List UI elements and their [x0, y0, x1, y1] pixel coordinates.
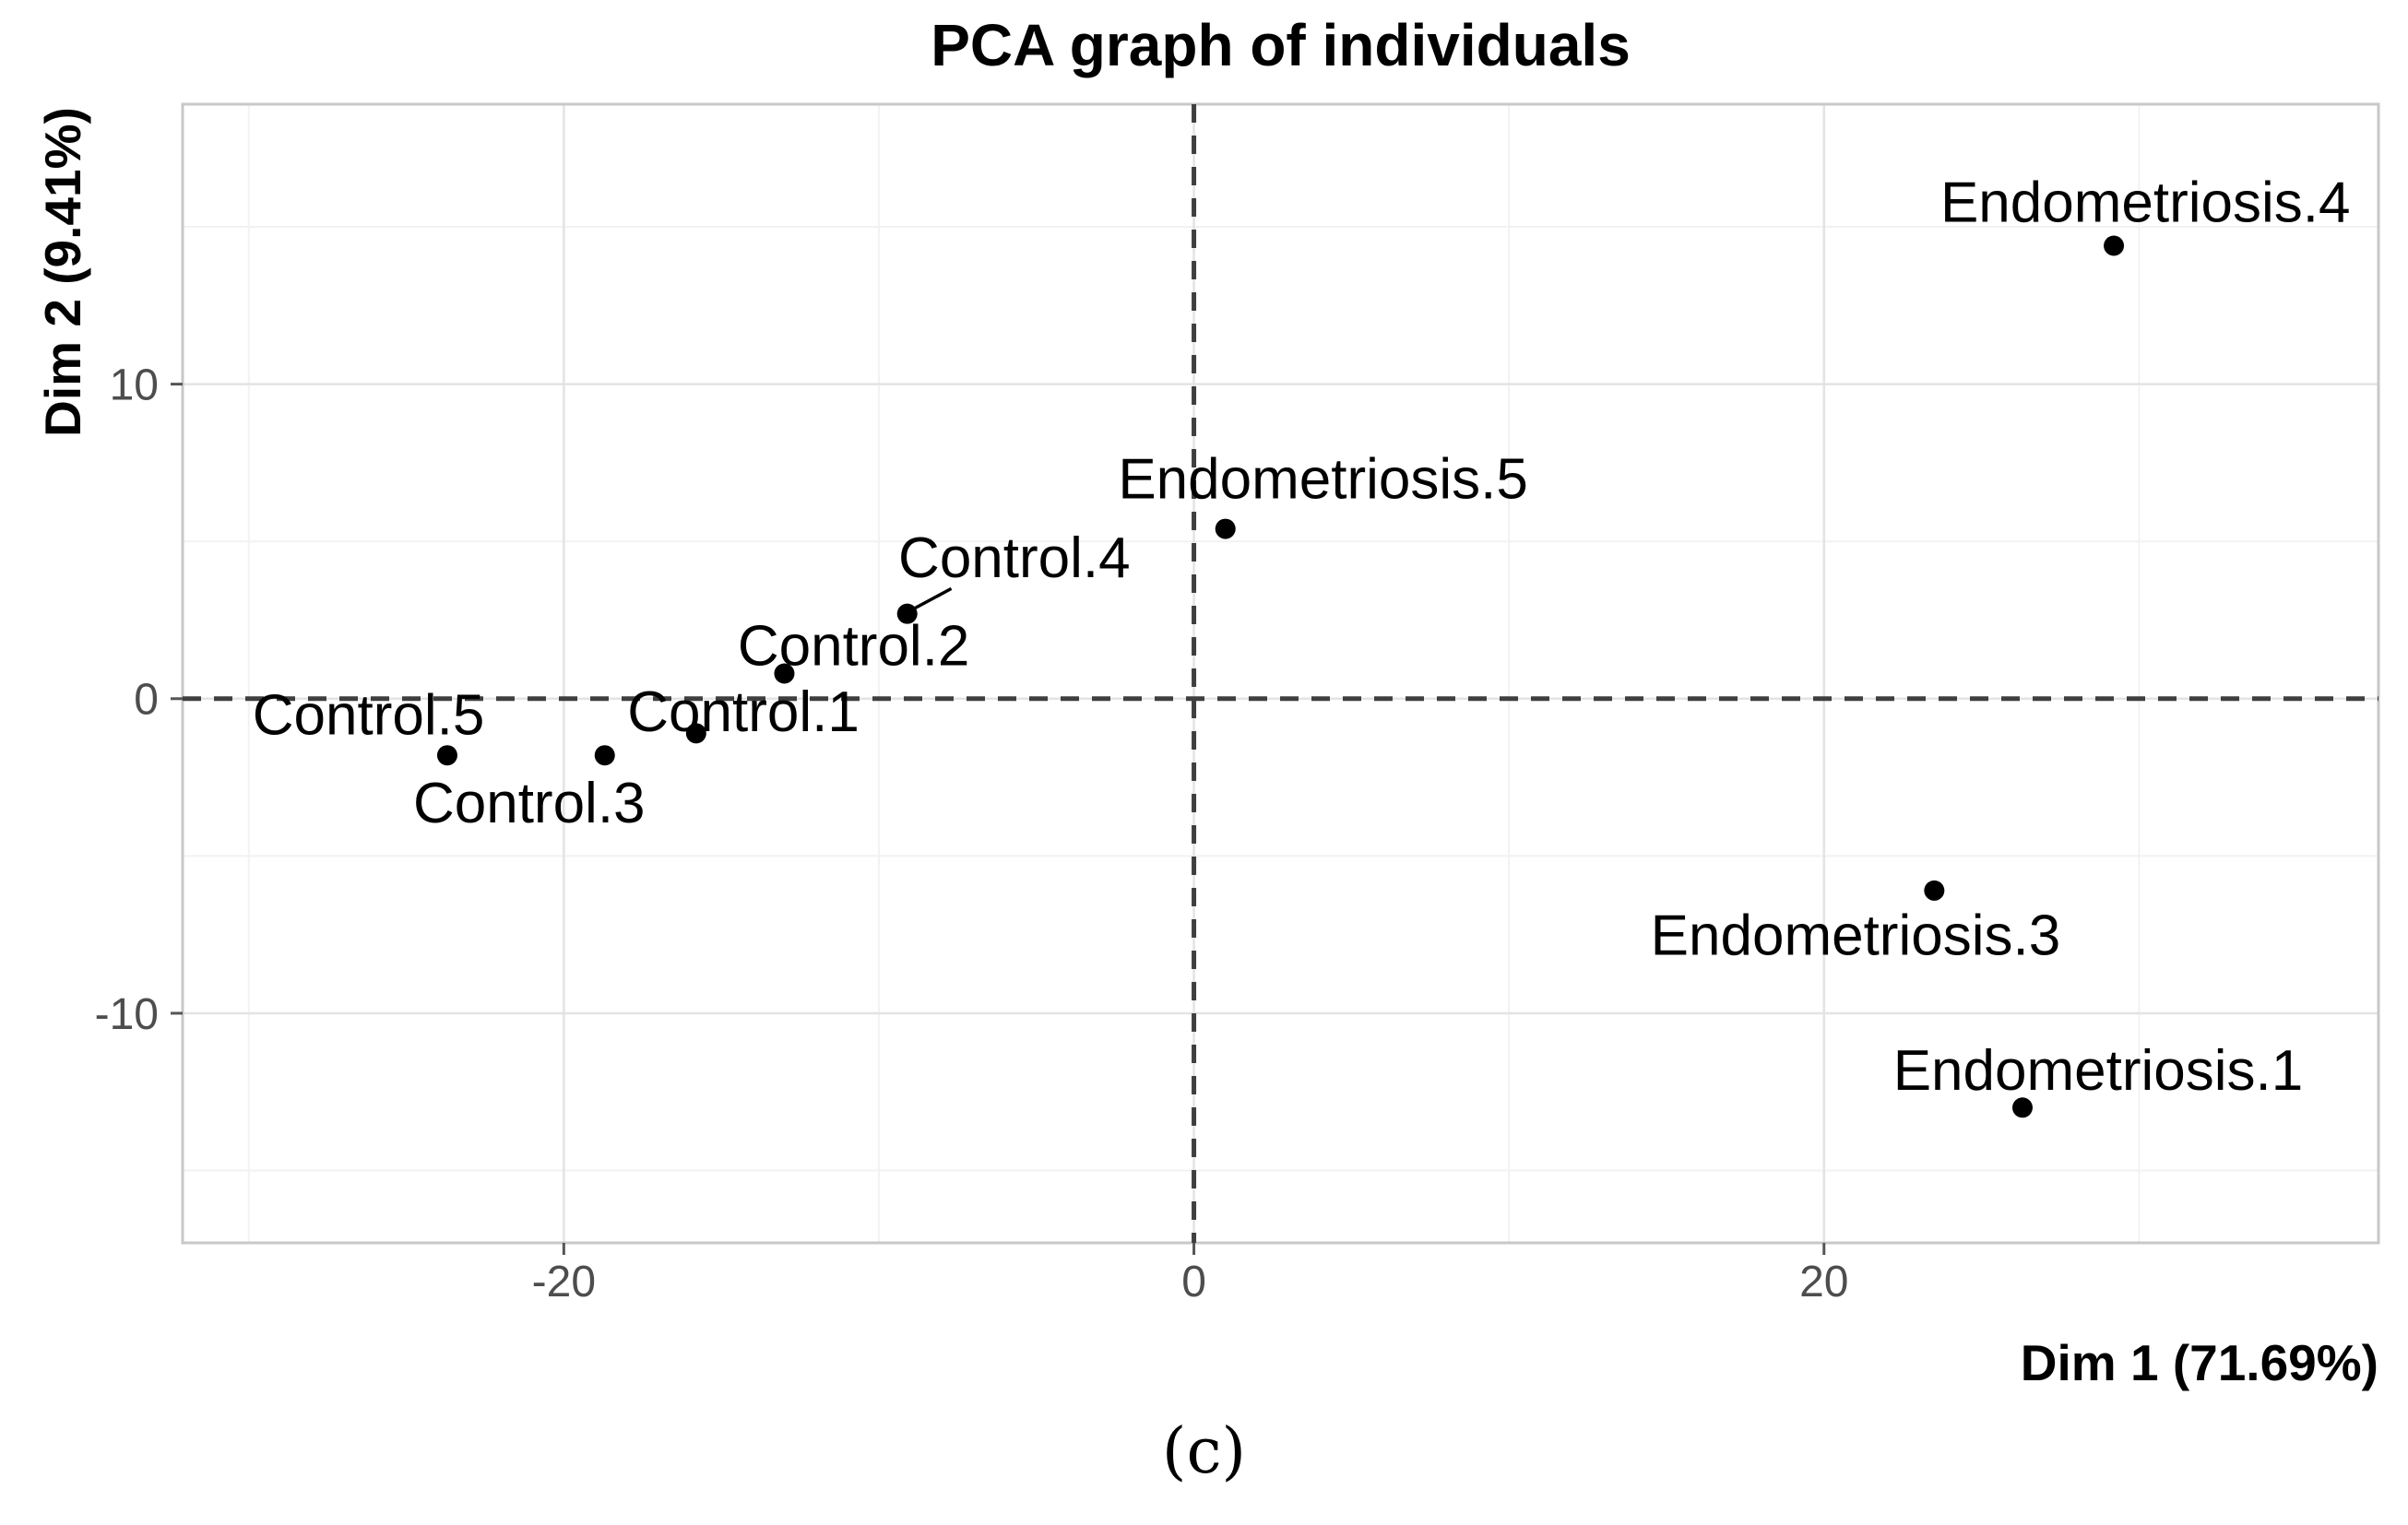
panel-border — [181, 102, 2380, 1245]
data-point-Endometriosis.5 — [1215, 518, 1236, 539]
data-point-Control.2 — [774, 663, 795, 684]
point-label-Control.3: Control.3 — [413, 772, 646, 835]
data-point-Control.4 — [896, 603, 918, 624]
x-tick-label: 0 — [1181, 1258, 1206, 1306]
point-label-Endometriosis.3: Endometriosis.3 — [1651, 904, 2061, 967]
x-tick-label: -20 — [532, 1258, 596, 1306]
point-label-Control.4: Control.4 — [898, 526, 1131, 590]
x-axis-title: Dim 1 (71.69%) — [2020, 1334, 2378, 1391]
data-point-Control.5 — [436, 745, 457, 766]
y-tick-label: 0 — [134, 676, 159, 725]
data-point-Endometriosis.4 — [2104, 235, 2125, 256]
y-tick-label: -10 — [95, 990, 159, 1039]
data-point-Endometriosis.1 — [2011, 1097, 2033, 1118]
point-label-Endometriosis.1: Endometriosis.1 — [1893, 1039, 2304, 1103]
chart-title: PCA graph of individuals — [931, 12, 1631, 78]
point-label-Control.1: Control.1 — [627, 680, 860, 744]
x-tick-label: 20 — [1799, 1258, 1848, 1306]
label-leader-line — [909, 586, 953, 612]
y-tick-label: 10 — [110, 361, 159, 409]
data-point-Endometriosis.3 — [1924, 880, 1945, 901]
figure-caption: (c) — [1161, 1415, 1247, 1488]
point-label-Control.2: Control.2 — [738, 614, 970, 678]
point-label-Control.5: Control.5 — [253, 684, 485, 748]
data-point-Control.1 — [685, 723, 706, 744]
point-label-Endometriosis.4: Endometriosis.4 — [1940, 171, 2351, 234]
data-point-Control.3 — [594, 745, 615, 766]
point-label-Endometriosis.5: Endometriosis.5 — [1118, 448, 1528, 512]
